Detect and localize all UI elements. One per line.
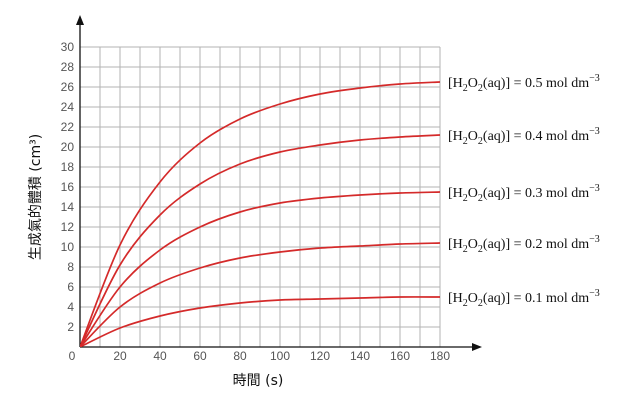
series-label-sup: −3 [589, 234, 600, 245]
series-label-close: (aq)] = 0.3 mol dm [483, 186, 589, 201]
x-tick-label: 40 [153, 349, 167, 363]
x-tick-label: 120 [310, 349, 330, 363]
y-tick-label: 24 [61, 100, 75, 114]
y-tick-label: 10 [61, 240, 75, 254]
series-line [80, 296, 440, 347]
series-label-sub1: 2 [463, 298, 468, 309]
x-tick-label: 60 [193, 349, 207, 363]
origin-tick-label: 0 [69, 349, 76, 363]
series-label-sub2: 2 [478, 193, 483, 204]
y-tick-label: 28 [61, 60, 75, 74]
series-label-sup: −3 [589, 73, 600, 84]
x-tick-label: 180 [430, 349, 450, 363]
y-tick-label: 12 [61, 220, 75, 234]
series-label-mid: O [468, 76, 478, 91]
y-tick-label: 22 [61, 120, 75, 134]
tick-labels: 20 40 60 80 100 120 140 160 18002468101214161820… [61, 40, 451, 363]
series-label-mid: O [468, 237, 478, 252]
x-tick-label: 20 [113, 349, 127, 363]
series-label-sup: −3 [589, 126, 600, 137]
y-tick-label: 26 [61, 80, 75, 94]
x-axis-title: 時間 (s) [233, 373, 284, 389]
series-label-open: [H [448, 76, 463, 91]
x-tick-label: 80 [233, 349, 247, 363]
series-label: [H2O2(aq)] = 0.3 mol dm−3 [448, 183, 600, 204]
y-tick-label: 16 [61, 180, 75, 194]
series-label: [H2O2(aq)] = 0.5 mol dm−3 [448, 73, 600, 94]
series-label-open: [H [448, 291, 463, 306]
series-line [80, 81, 440, 347]
series-line [80, 191, 440, 347]
series-label-sub1: 2 [463, 83, 468, 94]
y-tick-label: 8 [67, 260, 74, 274]
series-label-sub1: 2 [463, 193, 468, 204]
y-axis-arrow [76, 15, 84, 25]
series-label-close: (aq)] = 0.5 mol dm [483, 76, 589, 91]
axes [76, 15, 482, 351]
y-tick-label: 4 [67, 300, 74, 314]
x-tick-label: 140 [350, 349, 370, 363]
series-label-sub2: 2 [478, 136, 483, 147]
series-label: [H2O2(aq)] = 0.1 mol dm−3 [448, 288, 600, 309]
series-line [80, 242, 440, 347]
series-label: [H2O2(aq)] = 0.2 mol dm−3 [448, 234, 600, 255]
y-axis-title: 生成氣的體積 (cm³) [28, 134, 44, 260]
x-axis-arrow [472, 343, 482, 351]
series-label-sub1: 2 [463, 244, 468, 255]
series-label-open: [H [448, 237, 463, 252]
series-label: [H2O2(aq)] = 0.4 mol dm−3 [448, 126, 600, 147]
y-tick-label: 2 [67, 320, 74, 334]
series-label-close: (aq)] = 0.1 mol dm [483, 291, 589, 306]
y-tick-label: 20 [61, 140, 75, 154]
series-label-mid: O [468, 186, 478, 201]
series-label-sup: −3 [589, 288, 600, 299]
series-label-sub2: 2 [478, 83, 483, 94]
series-label-mid: O [468, 291, 478, 306]
x-tick-label: 160 [390, 349, 410, 363]
x-tick-label: 100 [270, 349, 290, 363]
y-tick-label: 30 [61, 40, 75, 54]
y-tick-label: 14 [61, 200, 75, 214]
series-label-open: [H [448, 129, 463, 144]
y-tick-label: 18 [61, 160, 75, 174]
series-label-sub2: 2 [478, 298, 483, 309]
series-lines [80, 81, 440, 347]
series-label-open: [H [448, 186, 463, 201]
series-line [80, 134, 440, 347]
series-label-close: (aq)] = 0.4 mol dm [483, 129, 589, 144]
series-label-mid: O [468, 129, 478, 144]
y-tick-label: 6 [67, 280, 74, 294]
series-labels: [H2O2(aq)] = 0.5 mol dm−3[H2O2(aq)] = 0.… [448, 73, 600, 309]
series-label-sub1: 2 [463, 136, 468, 147]
series-label-close: (aq)] = 0.2 mol dm [483, 237, 589, 252]
series-label-sup: −3 [589, 183, 600, 194]
series-label-sub2: 2 [478, 244, 483, 255]
